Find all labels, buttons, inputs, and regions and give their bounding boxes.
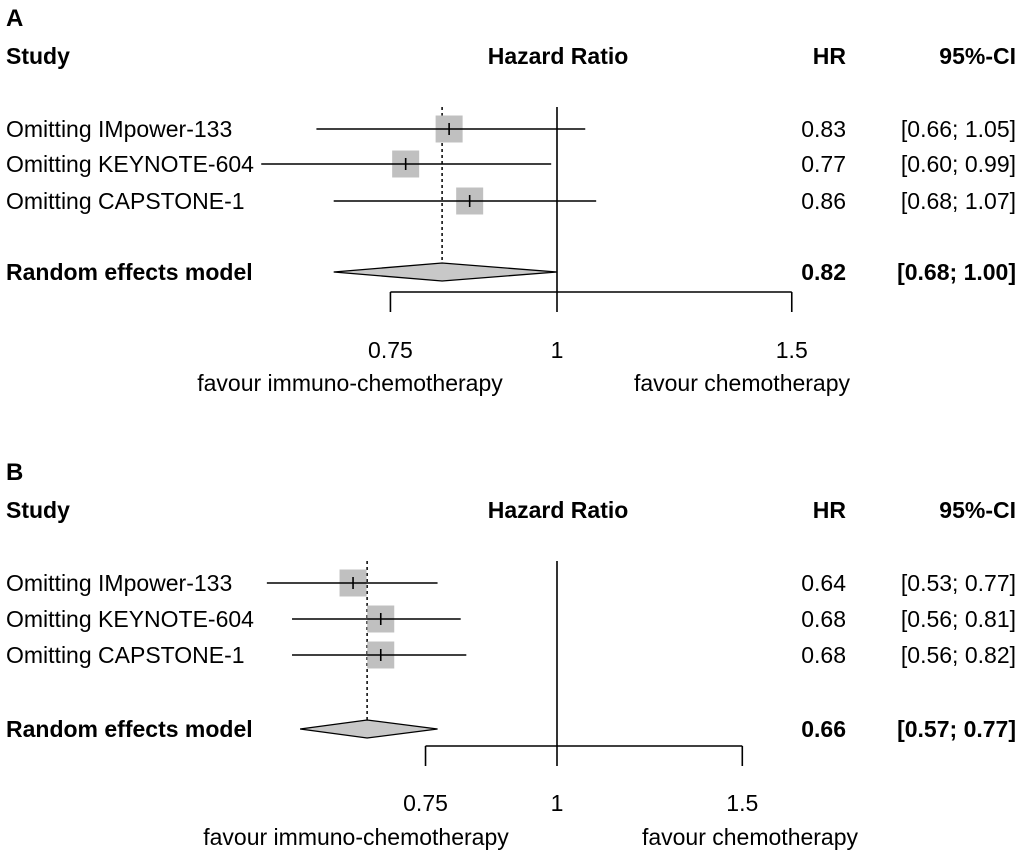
summary-label: Random effects model <box>6 259 253 285</box>
summary-ci-value: [0.57; 0.77] <box>897 716 1016 742</box>
ci-value: [0.60; 0.99] <box>901 151 1016 177</box>
forest-panel-a: A Study Hazard Ratio HR 95%-CI Omitting IMpow… <box>6 5 1016 396</box>
hazard-ratio-header: Hazard Ratio <box>488 497 629 523</box>
ci-value: [0.68; 1.07] <box>901 188 1016 214</box>
study-label: Omitting IMpower-133 <box>6 116 232 142</box>
x-tick-label: 1 <box>551 790 564 816</box>
study-header: Study <box>6 497 70 523</box>
ci-header: 95%-CI <box>939 43 1016 69</box>
hr-value: 0.64 <box>801 570 846 596</box>
hazard-ratio-header: Hazard Ratio <box>488 43 629 69</box>
favour-right-label: favour chemotherapy <box>634 370 851 396</box>
x-tick-label: 1.5 <box>776 337 808 363</box>
hr-value: 0.68 <box>801 642 846 668</box>
ci-value: [0.56; 0.81] <box>901 606 1016 632</box>
ci-header: 95%-CI <box>939 497 1016 523</box>
x-tick-label: 1 <box>551 337 564 363</box>
ci-value: [0.56; 0.82] <box>901 642 1016 668</box>
summary-hr-value: 0.66 <box>801 716 846 742</box>
hr-value: 0.83 <box>801 116 846 142</box>
study-label: Omitting KEYNOTE-604 <box>6 606 254 632</box>
favour-left-label: favour immuno-chemotherapy <box>203 824 509 850</box>
hr-header: HR <box>813 497 847 523</box>
forest-panel-b: B Study Hazard Ratio HR 95%-CI Omitting IMpow… <box>6 459 1016 850</box>
x-tick-label: 1.5 <box>726 790 758 816</box>
favour-left-label: favour immuno-chemotherapy <box>197 370 503 396</box>
study-label: Omitting CAPSTONE-1 <box>6 188 245 214</box>
ci-value: [0.66; 1.05] <box>901 116 1016 142</box>
hr-value: 0.77 <box>801 151 846 177</box>
study-label: Omitting KEYNOTE-604 <box>6 151 254 177</box>
study-header: Study <box>6 43 70 69</box>
summary-hr-value: 0.82 <box>801 259 846 285</box>
summary-diamond <box>300 719 438 739</box>
hr-header: HR <box>813 43 847 69</box>
study-label: Omitting IMpower-133 <box>6 570 232 596</box>
study-label: Omitting CAPSTONE-1 <box>6 642 245 668</box>
panel-label: B <box>6 459 23 486</box>
favour-right-label: favour chemotherapy <box>642 824 859 850</box>
summary-diamond <box>333 262 558 282</box>
x-tick-label: 0.75 <box>368 337 413 363</box>
summary-label: Random effects model <box>6 716 253 742</box>
ci-value: [0.53; 0.77] <box>901 570 1016 596</box>
panel-label: A <box>6 5 23 32</box>
x-tick-label: 0.75 <box>403 790 448 816</box>
hr-value: 0.86 <box>801 188 846 214</box>
hr-value: 0.68 <box>801 606 846 632</box>
summary-ci-value: [0.68; 1.00] <box>897 259 1016 285</box>
